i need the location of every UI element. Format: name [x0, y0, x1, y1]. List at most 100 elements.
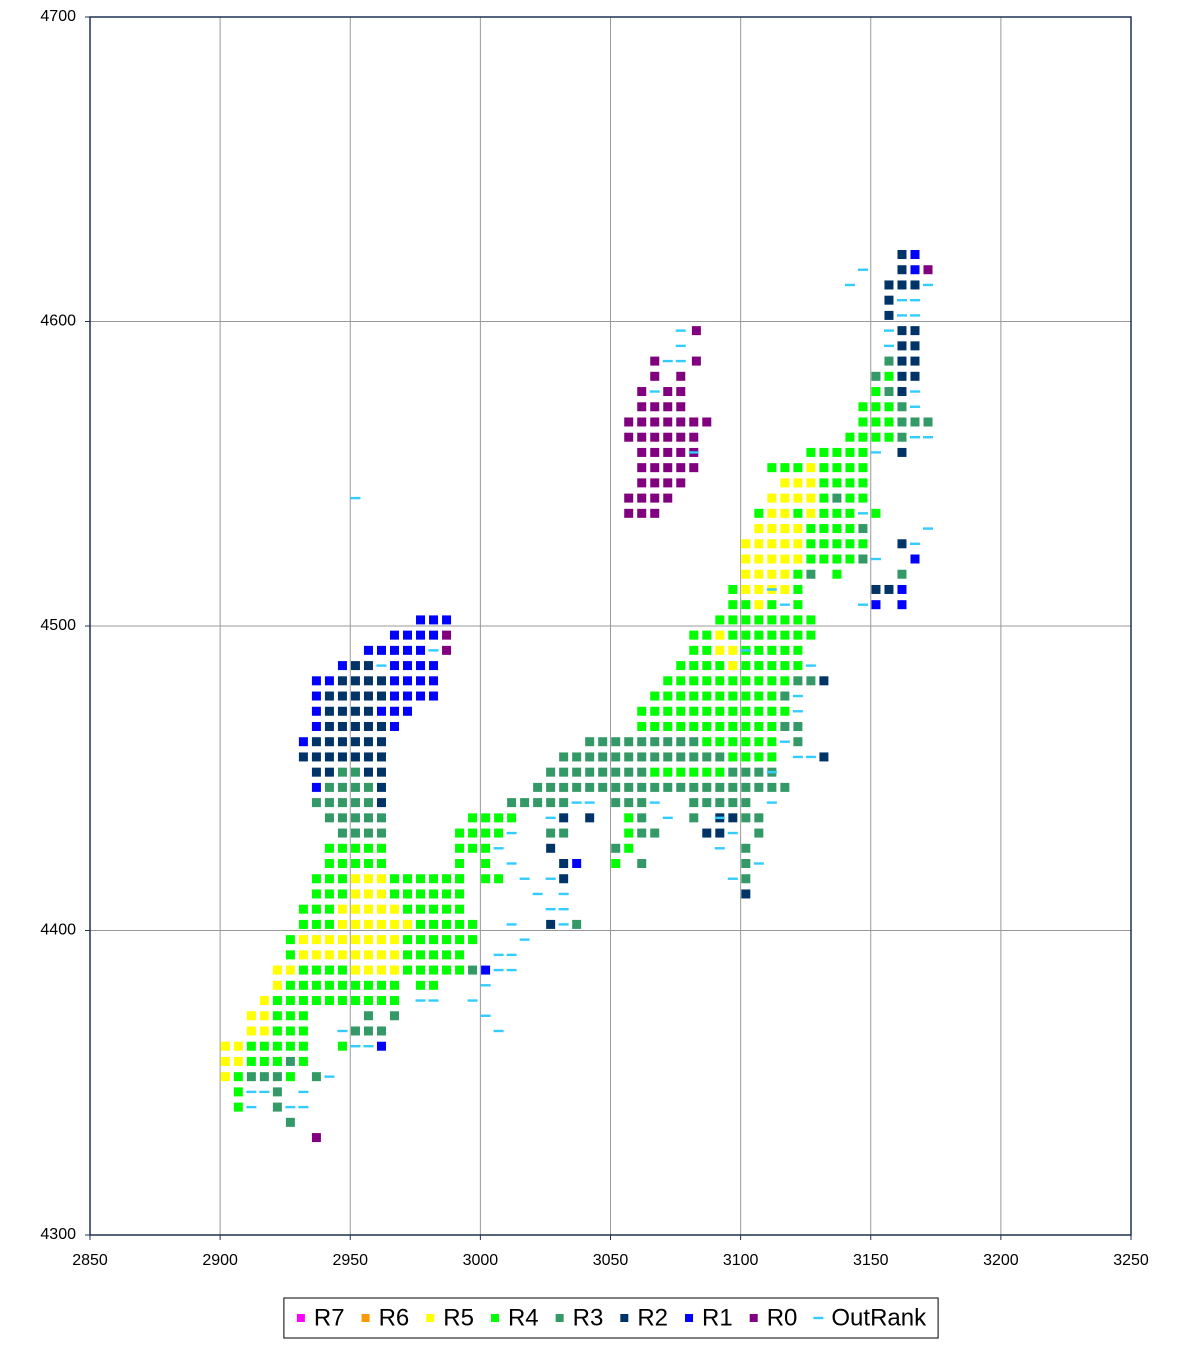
square-marker: [324, 721, 334, 731]
square-marker: [884, 417, 894, 427]
square-marker: [350, 661, 360, 671]
square-marker: [754, 737, 764, 747]
square-marker: [376, 874, 386, 884]
x-tick-label: 3100: [723, 1252, 759, 1269]
square-marker: [871, 432, 881, 442]
square-marker: [689, 721, 699, 731]
square-marker: [559, 752, 569, 762]
square-marker: [611, 843, 621, 853]
dash-marker: [350, 496, 361, 500]
square-marker: [337, 935, 347, 945]
square-marker: [572, 782, 582, 792]
square-marker: [741, 752, 751, 762]
dash-marker: [246, 1090, 257, 1094]
square-marker: [376, 965, 386, 975]
square-marker: [572, 767, 582, 777]
square-marker: [285, 950, 295, 960]
square-marker: [728, 798, 738, 808]
square-marker: [754, 584, 764, 594]
square-marker: [298, 1041, 308, 1051]
square-marker: [819, 508, 829, 518]
square-marker: [767, 645, 777, 655]
square-marker: [337, 965, 347, 975]
square-marker: [767, 676, 777, 686]
square-marker: [389, 676, 399, 686]
square-marker: [806, 569, 816, 579]
legend: R7 R6 R5 R4 R3 R2 R1 R0 OutRank: [283, 1297, 939, 1339]
square-marker: [559, 767, 569, 777]
square-marker: [311, 1133, 321, 1143]
square-marker: [819, 493, 829, 503]
square-marker: [793, 569, 803, 579]
square-marker: [376, 691, 386, 701]
square-marker: [376, 798, 386, 808]
square-marker: [350, 767, 360, 777]
square-marker: [637, 737, 647, 747]
square-marker: [897, 265, 907, 275]
dash-marker: [519, 877, 530, 880]
square-marker: [806, 676, 816, 686]
square-marker: [767, 554, 777, 564]
square-marker: [350, 950, 360, 960]
square-marker: [832, 447, 842, 457]
square-marker: [442, 904, 452, 914]
square-marker: [363, 874, 373, 884]
square-marker: [663, 706, 673, 716]
dash-marker: [558, 892, 569, 896]
dash-marker: [506, 831, 517, 835]
square-marker: [767, 508, 777, 518]
square-marker: [754, 524, 764, 534]
square-marker: [884, 432, 894, 442]
square-marker: [702, 798, 712, 808]
square-marker: [793, 676, 803, 686]
dash-marker: [298, 1090, 309, 1094]
square-marker: [702, 691, 712, 701]
square-marker: [442, 874, 452, 884]
square-marker: [376, 676, 386, 686]
x-tick-label: 3200: [983, 1252, 1019, 1269]
square-marker: [285, 935, 295, 945]
dash-marker: [571, 801, 582, 804]
square-marker: [637, 387, 647, 397]
square-marker: [819, 752, 829, 762]
square-marker: [793, 630, 803, 640]
square-marker: [897, 250, 907, 260]
square-marker: [611, 767, 621, 777]
square-marker: [429, 874, 439, 884]
square-marker: [650, 447, 660, 457]
square-marker: [624, 798, 634, 808]
square-marker: [337, 874, 347, 884]
square-marker: [663, 387, 673, 397]
square-marker: [298, 904, 308, 914]
dash-marker: [766, 801, 777, 804]
square-marker: [910, 250, 920, 260]
square-marker: [715, 721, 725, 731]
square-marker: [272, 1102, 282, 1112]
square-marker: [416, 889, 426, 899]
square-marker: [715, 691, 725, 701]
dash-marker: [766, 588, 777, 591]
square-marker: [442, 645, 452, 655]
square-marker: [494, 813, 504, 823]
square-marker: [311, 767, 321, 777]
square-marker: [676, 432, 686, 442]
square-marker: [780, 782, 790, 792]
square-marker: [650, 371, 660, 381]
square-marker: [233, 1087, 243, 1097]
square-marker: [715, 645, 725, 655]
square-marker: [350, 798, 360, 808]
square-marker: [741, 874, 751, 884]
square-marker: [715, 615, 725, 625]
square-marker: [363, 904, 373, 914]
square-marker: [363, 813, 373, 823]
square-marker: [311, 752, 321, 762]
square-marker: [337, 996, 347, 1006]
square-marker: [767, 630, 777, 640]
square-marker: [429, 950, 439, 960]
square-marker: [897, 584, 907, 594]
x-tick-label: 2850: [72, 1252, 108, 1269]
square-marker: [490, 1314, 499, 1322]
square-marker: [754, 661, 764, 671]
square-marker: [363, 737, 373, 747]
square-marker: [767, 463, 777, 473]
